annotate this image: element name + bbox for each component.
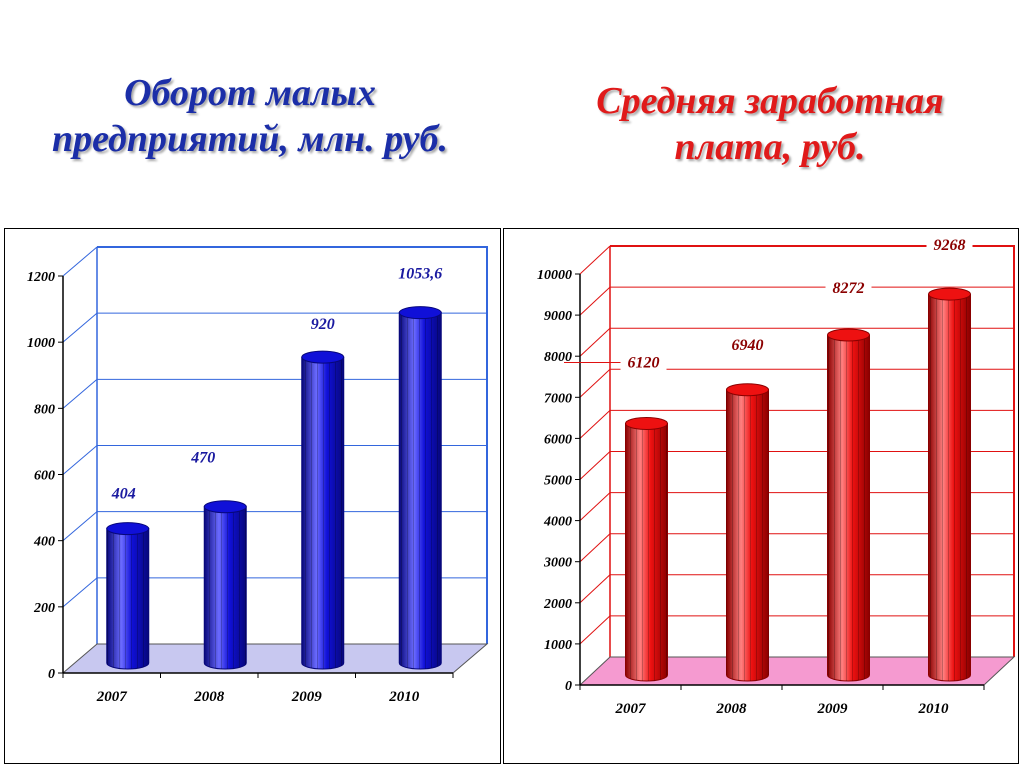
- y-tick-label: 3000: [543, 556, 572, 571]
- bar-2010: [928, 287, 971, 682]
- y-tick-label: 7000: [544, 391, 572, 406]
- category-label-2008: 2008: [716, 701, 748, 717]
- gridline-side: [579, 451, 611, 480]
- bar-stripes: [399, 312, 442, 669]
- value-label-2008: 470: [190, 450, 215, 467]
- bar-top: [203, 500, 247, 514]
- value-label-2007: 6120: [628, 354, 660, 371]
- category-label-2008: 2008: [193, 689, 225, 705]
- category-label-2009: 2009: [817, 701, 849, 717]
- y-tick-label: 1200: [27, 270, 55, 285]
- gridline-side: [62, 312, 98, 343]
- gridline-side: [62, 511, 98, 542]
- bar-top: [827, 328, 870, 342]
- bar-stripes: [726, 389, 769, 681]
- gridline-side: [579, 368, 611, 398]
- bar-stripes: [301, 357, 344, 669]
- bar-stripes: [106, 528, 149, 669]
- salary-chart-panel: 0 1000 2000 3000 4000 5000 6000 7000 8000 9000 100…: [503, 228, 1019, 764]
- bar-2007: [106, 522, 150, 670]
- gridline-side: [62, 246, 98, 277]
- gridline-side: [62, 445, 98, 475]
- bar-stripes: [625, 423, 668, 681]
- y-tick-label: 0: [48, 667, 55, 682]
- value-label-2009: 920: [311, 316, 335, 333]
- category-label-2007: 2007: [615, 701, 647, 717]
- gridline-side: [579, 286, 611, 316]
- bar-stripes: [928, 294, 971, 681]
- category-label-2007: 2007: [96, 689, 128, 705]
- y-tick-label: 400: [33, 535, 55, 550]
- turnover-chart: 0 200 400 600 800 1000 1200 404 2007 470 2008 920 20…: [27, 246, 489, 705]
- value-label-bg: [926, 234, 973, 255]
- bar-top: [301, 350, 345, 364]
- gridline-side: [579, 327, 611, 357]
- bar-stripes: [204, 506, 247, 669]
- bar-top: [726, 383, 769, 397]
- y-tick-label: 200: [33, 601, 55, 616]
- y-tick-label: 0: [565, 679, 572, 694]
- bar-2009: [301, 350, 345, 670]
- y-tick-label: 10000: [537, 268, 572, 283]
- value-label-2008: 6940: [732, 337, 764, 354]
- category-label-2009: 2009: [291, 689, 323, 705]
- y-tick-label: 5000: [544, 474, 572, 489]
- y-tick-label: 2000: [543, 597, 572, 612]
- gridline-side: [62, 378, 98, 409]
- y-tick-label: 600: [34, 469, 55, 484]
- value-label-2010: 1053,6: [398, 266, 442, 283]
- right-chart-title: Средняя заработная плата, руб.: [596, 80, 944, 168]
- gridline-side: [579, 533, 611, 563]
- bar-top: [928, 287, 971, 301]
- bar-2007: [625, 416, 668, 682]
- bar-2010: [398, 306, 442, 670]
- value-label-2010: 9268: [934, 237, 966, 254]
- category-label-2010: 2010: [918, 701, 950, 717]
- y-tick-label: 800: [34, 402, 55, 417]
- y-tick-label: 9000: [544, 309, 572, 324]
- gridline-side: [579, 245, 611, 275]
- gridline-side: [579, 574, 611, 604]
- turnover-chart-panel: 0 200 400 600 800 1000 1200 404 2007 470 2008 920 20…: [4, 228, 501, 764]
- value-label-2007: 404: [111, 486, 136, 503]
- y-tick-label: 1000: [27, 336, 55, 351]
- y-tick-label: 6000: [544, 432, 572, 447]
- gridline-side: [579, 492, 611, 521]
- gridline-side: [62, 577, 98, 608]
- bar-top: [625, 416, 668, 430]
- value-label-bg: [620, 351, 667, 372]
- y-tick-label: 8000: [544, 350, 572, 365]
- bar-2008: [203, 500, 247, 670]
- y-tick-label: 1000: [544, 638, 572, 653]
- left-chart-title: Оборот малых предприятий, млн. руб.: [51, 72, 449, 160]
- y-tick-label: 4000: [543, 515, 572, 530]
- bar-top: [398, 306, 442, 320]
- value-label-bg: [724, 333, 771, 354]
- bar-2008: [726, 383, 769, 682]
- gridline-side: [579, 615, 611, 645]
- bar-2009: [827, 328, 870, 682]
- bar-stripes: [827, 335, 870, 681]
- category-label-2010: 2010: [388, 689, 420, 705]
- salary-chart: 0 1000 2000 3000 4000 5000 6000 7000 8000 9000 100…: [537, 234, 1016, 717]
- value-label-2009: 8272: [833, 280, 865, 297]
- gridline-side: [579, 410, 611, 439]
- bar-top: [106, 522, 150, 536]
- value-label-bg: [825, 277, 872, 298]
